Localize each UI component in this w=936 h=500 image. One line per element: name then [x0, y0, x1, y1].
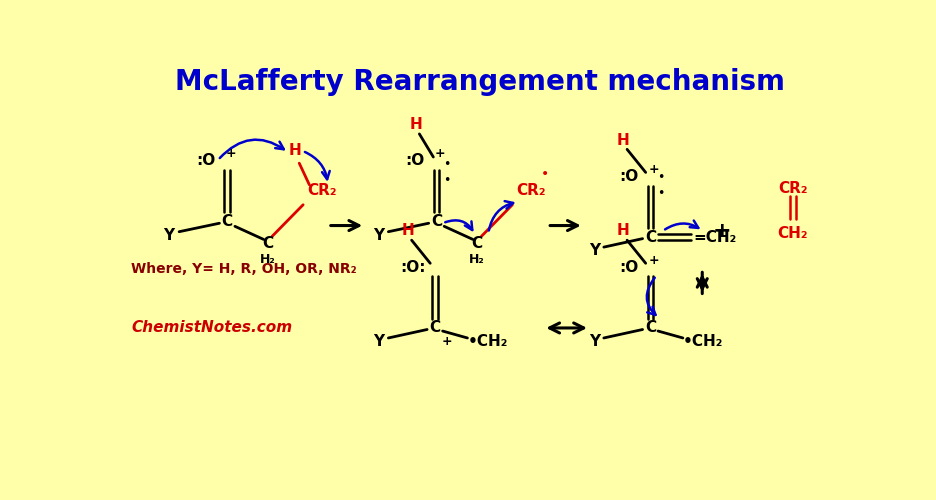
Text: +: + [711, 221, 730, 241]
Text: H: H [409, 117, 422, 132]
Text: :O: :O [619, 260, 637, 274]
Text: +: + [441, 336, 451, 348]
Text: +: + [649, 254, 659, 266]
Text: CR₂: CR₂ [777, 181, 807, 196]
Text: Y: Y [589, 334, 599, 349]
Text: C: C [471, 236, 482, 251]
Text: C: C [644, 320, 655, 336]
Text: C: C [262, 236, 272, 251]
Text: •: • [657, 172, 665, 184]
Text: H: H [401, 224, 414, 238]
Text: ChemistNotes.com: ChemistNotes.com [131, 320, 292, 336]
Text: +: + [434, 148, 446, 160]
Text: C: C [429, 320, 440, 336]
Text: :O: :O [404, 154, 424, 168]
Text: H: H [616, 132, 629, 148]
Text: :O:: :O: [400, 260, 426, 274]
Text: H₂: H₂ [468, 253, 484, 266]
Text: •: • [540, 167, 548, 181]
Text: :O: :O [196, 154, 215, 168]
Text: •: • [443, 174, 450, 186]
Text: H₂: H₂ [259, 253, 275, 266]
Text: •: • [657, 186, 665, 200]
Text: •CH₂: •CH₂ [682, 334, 723, 349]
Text: CR₂: CR₂ [307, 184, 336, 198]
Text: Y: Y [589, 244, 599, 258]
Text: H: H [616, 224, 629, 238]
Text: +: + [226, 148, 236, 160]
Text: Y: Y [373, 334, 384, 349]
Text: Y: Y [163, 228, 174, 243]
Text: Y: Y [373, 228, 384, 243]
Text: C: C [644, 230, 655, 244]
Text: :O: :O [619, 169, 637, 184]
Text: C: C [222, 214, 232, 229]
Text: C: C [431, 214, 442, 229]
Text: Where, Y= H, R, OH, OR, NR₂: Where, Y= H, R, OH, OR, NR₂ [131, 262, 357, 276]
Text: CR₂: CR₂ [516, 184, 545, 198]
Text: H: H [288, 144, 300, 158]
Text: •CH₂: •CH₂ [467, 334, 507, 349]
Text: +: + [649, 163, 659, 176]
Text: CH₂: CH₂ [777, 226, 808, 241]
Text: McLafferty Rearrangement mechanism: McLafferty Rearrangement mechanism [175, 68, 784, 96]
Text: =CH₂: =CH₂ [693, 230, 736, 244]
Text: •: • [443, 158, 450, 171]
